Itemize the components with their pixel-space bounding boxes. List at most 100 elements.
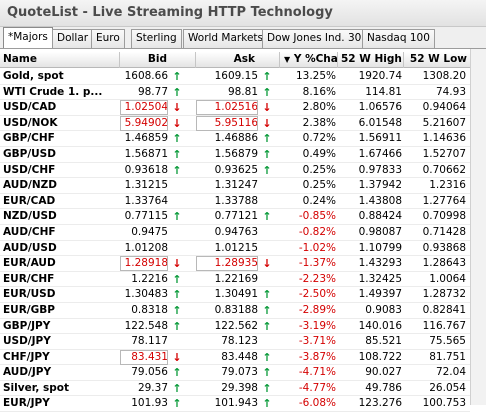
- arrow-up-icon: ↑: [262, 381, 272, 395]
- table-row[interactable]: CHF/JPY 83.431 ↓ 83.448 ↑ -3.87% 108.722 81.751: [0, 349, 470, 366]
- table-row[interactable]: GBP/JPY 122.548 ↑ 122.562 ↑ -3.19% 140.016 116.…: [0, 319, 470, 335]
- bid-value: 5.94902: [120, 115, 168, 131]
- arrow-up-icon: ↑: [172, 366, 182, 380]
- low-52w-value: 5.21607: [422, 116, 466, 129]
- column-header-ask[interactable]: Ask: [196, 52, 280, 68]
- table-row[interactable]: AUD/USD 1.01208 1.01215 -1.02% 1.10799 0.9386…: [0, 241, 470, 257]
- bid-value: 1.46859: [124, 132, 168, 145]
- tab-dollar[interactable]: Dollar: [52, 29, 94, 48]
- year-change-value: -3.71%: [298, 335, 336, 348]
- table-row[interactable]: EUR/CHF 1.2216 ↑ 1.22169 -2.23% 1.32425 1.0064: [0, 272, 470, 288]
- ask-value: 0.83188: [214, 303, 258, 316]
- ask-value: 29.398: [221, 381, 258, 394]
- year-change-value: 13.25%: [295, 70, 336, 82]
- table-row[interactable]: NZD/USD 0.77115 ↑ 0.77121 ↑ -0.85% 0.88424 0.70…: [0, 209, 470, 225]
- column-header-high[interactable]: 52 W High: [338, 52, 404, 68]
- ask-value: 1.30491: [214, 288, 258, 301]
- high-52w-value: 1.32425: [358, 272, 402, 285]
- table-row[interactable]: EUR/CAD 1.33764 1.33788 0.24% 1.43808 1.27764: [0, 194, 470, 210]
- table-row[interactable]: EUR/USD 1.30483 ↑ 1.30491 ↑ -2.50% 1.49397 1.28…: [0, 287, 470, 303]
- table-row[interactable]: AUD/JPY 79.056 ↑ 79.073 ↑ -4.71% 90.027 72.04: [0, 365, 470, 381]
- arrow-up-icon: ↑: [172, 163, 182, 177]
- vertical-scrollbar[interactable]: [470, 49, 486, 405]
- arrow-up-icon: ↑: [262, 85, 272, 99]
- table-row[interactable]: USD/NOK 5.94902 ↓ 5.95116 ↓ 2.38% 6.01548 5.216…: [0, 115, 470, 132]
- instrument-name: GBP/JPY: [3, 319, 51, 332]
- table-row[interactable]: EUR/AUD 1.28918 ↓ 1.28935 ↓ -1.37% 1.43293 1.28…: [0, 256, 470, 272]
- table-row[interactable]: EUR/JPY 101.93 ↑ 101.943 ↑ -6.08% 123.276 100.7…: [0, 396, 470, 412]
- ask-value: 1.31247: [214, 179, 258, 192]
- high-52w-value: 1.37942: [358, 179, 402, 192]
- bid-value: 29.37: [137, 381, 168, 394]
- year-change-value: 2.80%: [302, 101, 336, 114]
- high-52w-value: 140.016: [358, 319, 402, 332]
- table-row[interactable]: EUR/GBP 0.8318 ↑ 0.83188 ↑ -2.89% 0.9083 0.8284…: [0, 303, 470, 319]
- high-52w-value: 1.43808: [358, 194, 402, 207]
- bid-value: 0.9475: [131, 225, 168, 238]
- table-row[interactable]: GBP/USD 1.56871 ↑ 1.56879 ↑ 0.49% 1.67466 1.527…: [0, 147, 470, 163]
- year-change-value: 0.24%: [302, 194, 336, 207]
- tab-sterling[interactable]: Sterling: [131, 29, 182, 48]
- arrow-up-icon: ↑: [172, 85, 182, 99]
- arrow-up-icon: ↑: [262, 288, 272, 302]
- bid-value: 1.33764: [124, 194, 168, 207]
- arrow-up-icon: ↑: [172, 319, 182, 333]
- ask-value: 122.562: [214, 319, 258, 332]
- table-row[interactable]: USD/CHF 0.93618 ↑ 0.93625 ↑ 0.25% 0.97833 0.706…: [0, 163, 470, 179]
- high-52w-value: 1920.74: [358, 70, 402, 82]
- arrow-up-icon: ↑: [262, 147, 272, 161]
- tab-strip: *Majors Dollar Euro Sterling World Marke…: [0, 27, 486, 48]
- year-change-value: -0.82%: [298, 225, 336, 238]
- tab-nasdaq[interactable]: Nasdaq 100: [362, 29, 435, 48]
- high-52w-value: 1.56911: [358, 132, 402, 145]
- quote-rows: Gold, spot 1608.66 ↑ 1609.15 ↑ 13.25% 1920.74 1…: [0, 69, 470, 412]
- ask-value: 1.01215: [214, 241, 258, 254]
- column-header-name[interactable]: Name: [0, 52, 120, 68]
- year-change-value: -3.87%: [298, 350, 336, 363]
- arrow-up-icon: ↑: [172, 70, 182, 83]
- table-row[interactable]: AUD/CHF 0.9475 0.94763 -0.82% 0.98087 0.71428: [0, 225, 470, 241]
- column-header-low[interactable]: 52 W Low: [409, 53, 467, 65]
- table-row[interactable]: AUD/NZD 1.31215 1.31247 0.25% 1.37942 1.2316: [0, 178, 470, 194]
- table-row[interactable]: Silver, spot 29.37 ↑ 29.398 ↑ -4.77% 49.786 26.…: [0, 381, 470, 397]
- arrow-down-icon: ↓: [172, 350, 182, 364]
- instrument-name: AUD/JPY: [3, 366, 52, 379]
- instrument-name: AUD/CHF: [3, 225, 56, 238]
- bid-value: 0.93618: [124, 163, 168, 176]
- instrument-name: EUR/CAD: [3, 194, 56, 207]
- table-row[interactable]: USD/JPY 78.117 78.123 -3.71% 85.521 75.565: [0, 334, 470, 350]
- tab-euro[interactable]: Euro: [91, 29, 125, 48]
- table-row[interactable]: Gold, spot 1608.66 ↑ 1609.15 ↑ 13.25% 1920.74 1…: [0, 69, 470, 85]
- year-change-value: -2.50%: [298, 288, 336, 301]
- year-change-value: -2.23%: [298, 272, 336, 285]
- bid-value: 1.02504: [120, 100, 168, 116]
- ask-value: 5.95116: [196, 115, 258, 131]
- ask-value: 1.02516: [196, 100, 258, 116]
- arrow-up-icon: ↑: [172, 381, 182, 395]
- arrow-up-icon: ↑: [262, 366, 272, 380]
- instrument-name: EUR/CHF: [3, 272, 55, 285]
- arrow-up-icon: ↑: [172, 147, 182, 161]
- high-52w-value: 0.9083: [365, 303, 402, 316]
- instrument-name: EUR/GBP: [3, 303, 55, 316]
- high-52w-value: 90.027: [365, 366, 402, 379]
- table-row[interactable]: WTI Crude 1. p... 98.77 ↑ 98.81 ↑ 8.16% 114.81…: [0, 85, 470, 101]
- table-row[interactable]: GBP/CHF 1.46859 ↑ 1.46886 ↑ 0.72% 1.56911 1.146…: [0, 131, 470, 147]
- ask-value: 1.46886: [214, 132, 258, 145]
- tab-majors[interactable]: *Majors: [3, 27, 53, 48]
- instrument-name: Gold, spot: [3, 70, 64, 82]
- low-52w-value: 1.52707: [422, 147, 466, 160]
- table-row[interactable]: USD/CAD 1.02504 ↓ 1.02516 ↓ 2.80% 1.06576 0.940…: [0, 100, 470, 116]
- high-52w-value: 49.786: [365, 381, 402, 394]
- high-52w-value: 1.67466: [358, 147, 402, 160]
- year-change-value: -0.85%: [298, 210, 336, 223]
- bid-value: 0.8318: [131, 303, 168, 316]
- year-change-value: 0.72%: [302, 132, 336, 145]
- column-header-bid[interactable]: Bid: [120, 52, 196, 68]
- arrow-up-icon: ↑: [262, 319, 272, 333]
- window-title: QuoteList - Live Streaming HTTP Technolo…: [7, 5, 333, 20]
- tab-world-markets[interactable]: World Markets: [183, 29, 268, 48]
- tab-dow-jones[interactable]: Dow Jones Ind. 30: [262, 29, 367, 48]
- column-header-change[interactable]: ▼ Y %Cha...: [280, 52, 338, 68]
- low-52w-value: 0.70998: [422, 210, 466, 223]
